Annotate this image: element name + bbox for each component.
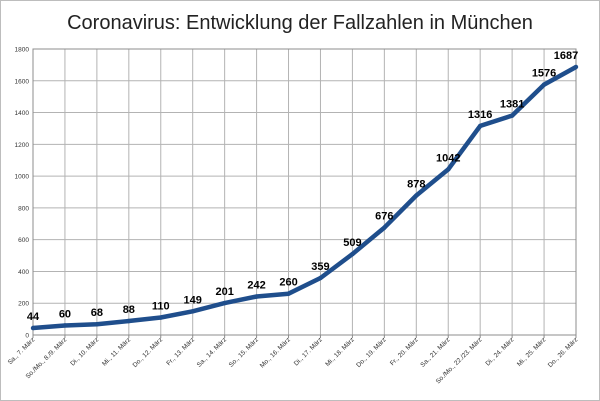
data-label: 44 [27, 311, 40, 323]
y-tick-label: 200 [18, 301, 29, 308]
plot-area-border [32, 48, 577, 336]
data-point [190, 309, 195, 314]
data-point [446, 167, 451, 172]
x-tick-label: Mi., 11. März [101, 336, 132, 367]
data-point [573, 64, 579, 70]
x-tick-label: Mi., 18. März [324, 336, 356, 368]
x-tick-label: Di., 10. März [69, 336, 100, 367]
x-tick-label: Do., 26. März [547, 336, 580, 369]
y-tick-label: 1800 [15, 47, 30, 54]
data-label: 509 [343, 237, 361, 249]
x-tick-label: Do., 19. März [355, 336, 388, 369]
data-point [382, 225, 387, 230]
data-label: 149 [184, 294, 202, 306]
data-label: 359 [311, 261, 329, 273]
data-label: 88 [123, 304, 135, 316]
y-tick-label: 1600 [15, 78, 30, 85]
data-label: 242 [247, 280, 265, 292]
x-tick-label: Sa., 21. März [419, 336, 451, 368]
data-point [254, 294, 259, 299]
data-label: 878 [407, 178, 425, 190]
y-tick-label: 1000 [15, 174, 30, 181]
y-tick-label: 1400 [15, 110, 30, 117]
data-point [94, 321, 100, 327]
data-label: 260 [279, 277, 297, 289]
x-tick-label: Sa., 14. März [196, 336, 228, 368]
x-tick-label: Fr., 20. März [389, 336, 420, 367]
data-point [318, 275, 323, 281]
data-label: 1687 [554, 50, 578, 62]
data-label: 1576 [532, 68, 556, 80]
y-tick-label: 400 [18, 269, 29, 276]
chart-title: Coronavirus: Entwicklung der Fallzahlen … [67, 12, 533, 34]
data-label: 1381 [500, 99, 524, 111]
data-point [62, 323, 68, 328]
data-point [477, 123, 483, 129]
data-label: 676 [375, 211, 393, 223]
x-tick-label: Do., 12. März [132, 336, 165, 369]
data-point [158, 315, 163, 320]
y-tick-label: 0 [25, 333, 29, 340]
data-point [350, 251, 355, 257]
y-tick-label: 1200 [15, 142, 30, 149]
y-tick-label: 800 [18, 205, 29, 212]
x-tick-label: Di., 24. März [485, 336, 516, 367]
data-point [30, 325, 36, 331]
x-tick-label: Mi., 25. März [516, 336, 548, 368]
x-tick-label: Mo., 16. März [259, 336, 292, 369]
data-label: 201 [215, 286, 233, 298]
data-label: 68 [91, 307, 103, 319]
data-point [509, 113, 515, 118]
x-tick-label: Sa., 7. März [7, 336, 37, 366]
data-point [222, 300, 227, 306]
data-point [414, 193, 419, 198]
data-label: 1316 [468, 109, 492, 121]
data-point [126, 318, 132, 324]
y-tick-label: 600 [18, 237, 29, 244]
data-label: 1042 [436, 152, 460, 164]
series-line [32, 65, 578, 331]
data-point [286, 291, 291, 296]
data-label: 60 [59, 308, 71, 320]
x-tick-label: So., 15. März [228, 336, 260, 368]
x-tick-label: Fr., 13. März [165, 336, 196, 367]
data-label: 110 [152, 301, 170, 313]
x-tick-label: Di., 17. März [293, 336, 324, 367]
data-point [541, 82, 547, 87]
